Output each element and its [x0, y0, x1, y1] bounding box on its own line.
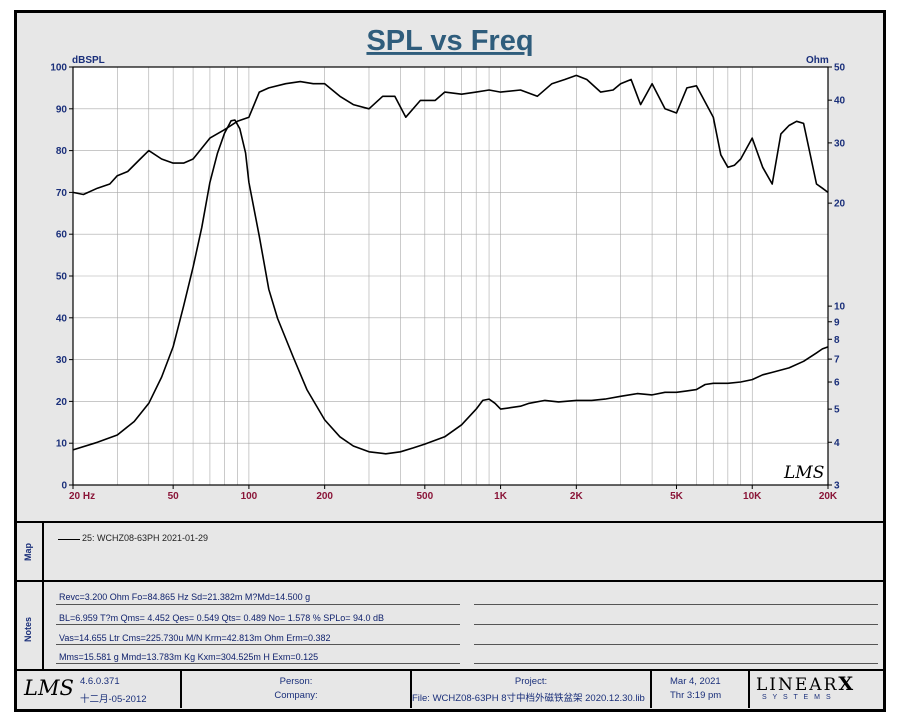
y-right-tick-label: 7 [834, 355, 840, 366]
y-right-tick-label: 30 [834, 138, 846, 149]
y-left-tick-label: 20 [56, 397, 68, 408]
project-cell: Project: File: WCHZ08-63PH 8寸中档外磁铁盆架 202… [410, 669, 650, 708]
report-time: Thr 3:19 pm [670, 690, 722, 701]
y-left-tick-label: 100 [50, 63, 67, 74]
y-left-tick-label: 30 [56, 355, 68, 366]
y-left-tick-label: 10 [56, 439, 68, 450]
y-left-tick-label: 80 [56, 146, 68, 157]
note-rule [56, 644, 460, 645]
software-version: 4.6.0.371 [80, 676, 120, 687]
y-right-tick-label: 8 [834, 335, 840, 346]
datetime-cell: Mar 4, 2021 Thr 3:19 pm [650, 669, 748, 708]
x-tick-label: 2K [570, 491, 584, 502]
y-right-tick-label: 10 [834, 302, 846, 313]
x-tick-label: 20K [819, 491, 838, 502]
notes-panel: Notes Revc=3.200 Ohm Fo=84.865 Hz Sd=21.… [14, 580, 886, 669]
file-name: File: WCHZ08-63PH 8寸中档外磁铁盆架 2020.12.30.l… [412, 693, 645, 704]
note-line-1: Revc=3.200 Ohm Fo=84.865 Hz Sd=21.382m M… [59, 592, 311, 602]
brand-logo: LINEARX [756, 673, 853, 695]
company-label: Company: [274, 690, 318, 701]
person-cell: Person: Company: [180, 669, 410, 708]
footer-logo: LMS [24, 676, 74, 700]
map-panel: Map 25: WCHZ08-63PH 2021-01-29 [14, 521, 886, 580]
brand-name: LINEAR [756, 675, 839, 695]
y-right-tick-label: 40 [834, 96, 846, 107]
y-left-tick-label: 50 [56, 272, 68, 283]
y-right-tick-label: 20 [834, 199, 846, 210]
x-tick-label: 1K [494, 491, 508, 502]
y-left-tick-label: 70 [56, 188, 68, 199]
footer-bar [14, 669, 886, 710]
y-left-tick-label: 90 [56, 104, 68, 115]
y-left-label: dBSPL [72, 55, 105, 66]
map-divider [42, 523, 44, 580]
person-label: Person: [279, 676, 313, 687]
notes-label: Notes [23, 616, 33, 642]
note-rule [56, 624, 460, 625]
x-tick-label: 50 [168, 491, 180, 502]
spl-chart: SPL vs Freq dBSPL Ohm 0 10 20 30 40 50 60 70 80 9… [50, 25, 846, 502]
note-rule [56, 604, 460, 605]
note-rule [474, 663, 878, 664]
x-tick-label: 20 Hz [69, 491, 95, 502]
x-tick-label: 200 [316, 491, 333, 502]
legend-entry: 25: WCHZ08-63PH 2021-01-29 [82, 533, 209, 543]
x-tick-label: 100 [241, 491, 258, 502]
y-right-label: Ohm [806, 55, 829, 66]
curves [72, 74, 829, 455]
note-line-4: Mms=15.581 g Mmd=13.783m Kg Kxm=304.525m… [59, 652, 319, 662]
chart-title: SPL vs Freq [366, 25, 533, 57]
brand-cell: LINEARX S Y S T E M S [748, 669, 886, 708]
y-right-tick-label: 4 [834, 438, 840, 449]
report-date: Mar 4, 2021 [670, 676, 721, 687]
grid [73, 67, 828, 485]
note-rule [474, 644, 878, 645]
legend-swatch [58, 539, 80, 540]
y-left-tick-label: 60 [56, 230, 68, 241]
note-rule [474, 604, 878, 605]
y-right-tick-label: 50 [834, 63, 846, 74]
brand-x: X [838, 673, 854, 695]
watermark-logo: LMS [783, 463, 824, 483]
map-label: Map [23, 543, 33, 561]
x-tick-label: 500 [416, 491, 433, 502]
x-tick-label: 10K [743, 491, 762, 502]
note-line-2: BL=6.959 T?m Qms= 4.452 Qes= 0.549 Qts= … [59, 613, 385, 623]
y-right-tick-label: 5 [834, 405, 840, 416]
spl-curve [72, 74, 829, 196]
note-rule [474, 624, 878, 625]
x-ticks: 20 Hz 50 100 200 500 1K 2K 5K 10K 20K [69, 485, 838, 502]
y-right-tick-label: 9 [834, 317, 840, 328]
y-left-tick-label: 40 [56, 313, 68, 324]
project-label: Project: [514, 676, 548, 687]
notes-divider [42, 582, 44, 669]
y-right-ticks: 3 4 5 6 7 8 9 10 20 30 40 50 [828, 63, 846, 492]
y-right-tick-label: 6 [834, 378, 840, 389]
impedance-curve [72, 119, 829, 455]
y-right-tick-label: 3 [834, 481, 840, 492]
x-tick-label: 5K [670, 491, 684, 502]
note-line-3: Vas=14.655 Ltr Cms=225.730u M/N Krm=42.8… [59, 633, 331, 643]
y-left-ticks: 0 10 20 30 40 50 60 70 80 90 100 [50, 63, 73, 492]
y-left-tick-label: 0 [61, 481, 67, 492]
brand-sub: S Y S T E M S [762, 694, 833, 701]
note-rule [56, 663, 460, 664]
build-date: 十二月-05-2012 [80, 694, 147, 705]
